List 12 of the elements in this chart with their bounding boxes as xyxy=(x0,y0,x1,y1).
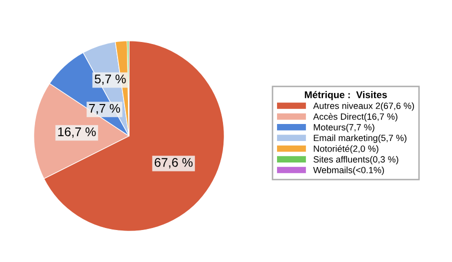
legend-label: Notoriété(2,0 %) xyxy=(314,145,378,154)
data-label: 5,7 % xyxy=(94,74,126,85)
legend-label: Moteurs(7,7 %) xyxy=(314,124,374,132)
data-label: 67,6 % xyxy=(154,158,193,168)
legend-label: Autres niveaux 2(67,6 %) xyxy=(313,102,414,111)
legend-title: Métrique : Visites xyxy=(304,90,387,100)
data-label: 16,7 % xyxy=(58,127,96,138)
legend-label: Accès Direct(16,7 %) xyxy=(313,113,398,122)
legend-label: Sites affluents(0,3 %) xyxy=(314,156,398,164)
legend-label: Email marketing(5,7 %) xyxy=(314,134,406,143)
legend-label: Webmails(<0.1%) xyxy=(313,166,384,176)
data-label: 7,7 % xyxy=(89,104,120,114)
